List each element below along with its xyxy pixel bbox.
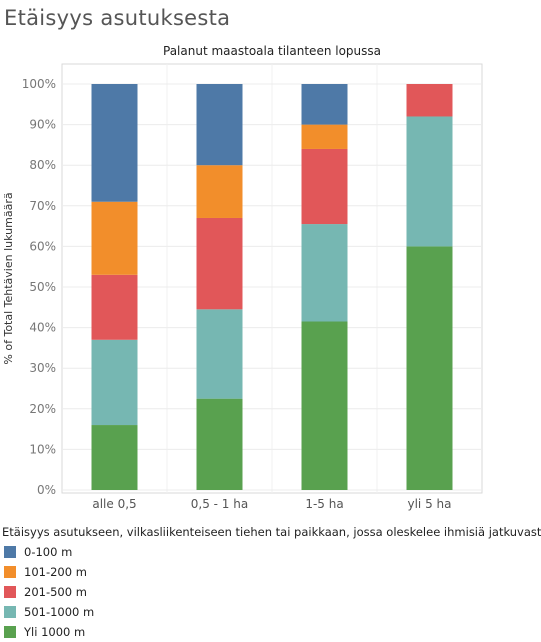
bar-segment (196, 84, 243, 166)
y-tick-label: 20% (29, 402, 56, 416)
bar-segment (91, 274, 138, 340)
y-tick-label: 50% (29, 280, 56, 294)
legend-label: 101-200 m (24, 565, 87, 579)
bar-segment (196, 309, 243, 399)
legend-item[interactable]: 101-200 m (4, 562, 94, 582)
bar-segment (196, 165, 243, 218)
bar-segment (91, 84, 138, 202)
legend-swatch (4, 586, 16, 598)
bar-segment (301, 124, 348, 149)
legend-item[interactable]: 501-1000 m (4, 602, 94, 622)
bar-segment (196, 398, 243, 490)
bar-segment (301, 224, 348, 322)
y-tick-label: 60% (29, 239, 56, 253)
legend: 0-100 m 101-200 m 201-500 m 501-1000 m Yli 1… (4, 542, 94, 642)
bar-segment (301, 148, 348, 225)
bar-segment (406, 246, 453, 490)
bar-segment (91, 425, 138, 490)
y-tick-label: 90% (29, 118, 56, 132)
legend-label: 501-1000 m (24, 605, 95, 619)
legend-item[interactable]: 201-500 m (4, 582, 94, 602)
x-tick-label: yli 5 ha (408, 497, 452, 511)
y-tick-label: 80% (29, 158, 56, 172)
y-tick-label: 0% (37, 483, 56, 497)
legend-item[interactable]: 0-100 m (4, 542, 94, 562)
bar-segment (91, 201, 138, 275)
legend-label: Yli 1000 m (24, 625, 86, 639)
legend-label: 201-500 m (24, 585, 87, 599)
x-tick-label: 1-5 ha (305, 497, 343, 511)
chart-title: Palanut maastoala tilanteen lopussa (163, 44, 381, 58)
stacked-bar-chart: 0% 10% 20% 30% 40% 50% 60% 70% 80% 90% 100% % of To… (2, 63, 483, 511)
x-tick-label: 0,5 - 1 ha (191, 497, 248, 511)
bar-segment (301, 84, 348, 125)
legend-title: Etäisyys asutukseen, vilkasliikenteiseen… (2, 525, 541, 539)
page-title: Etäisyys asutuksesta (4, 6, 231, 30)
legend-swatch (4, 566, 16, 578)
bar-segment (406, 116, 453, 247)
y-tick-label: 30% (29, 361, 56, 375)
bar-segment (196, 217, 243, 310)
bar-segment (91, 339, 138, 426)
y-tick-label: 10% (29, 442, 56, 456)
legend-swatch (4, 546, 16, 558)
y-tick-label: 70% (29, 199, 56, 213)
bar-segment (406, 84, 453, 117)
legend-label: 0-100 m (24, 545, 73, 559)
y-tick-label: 100% (22, 77, 56, 91)
y-axis-label: % of Total Tehtävien lukumäärä (2, 192, 15, 364)
legend-item[interactable]: Yli 1000 m (4, 622, 94, 642)
legend-swatch (4, 626, 16, 638)
bar-segment (301, 321, 348, 490)
x-tick-label: alle 0,5 (92, 497, 136, 511)
y-tick-label: 40% (29, 321, 56, 335)
legend-swatch (4, 606, 16, 618)
